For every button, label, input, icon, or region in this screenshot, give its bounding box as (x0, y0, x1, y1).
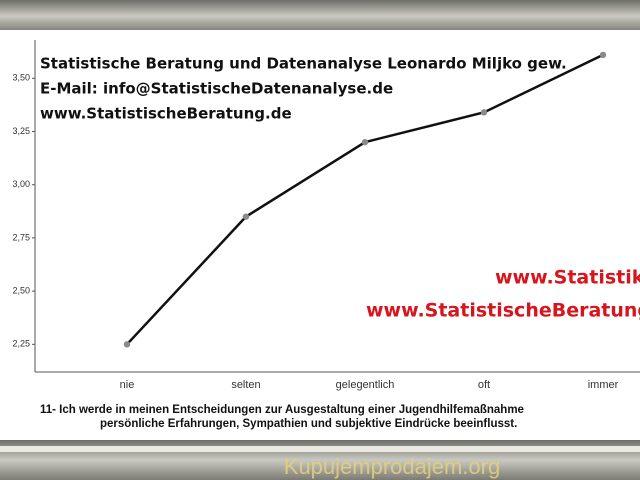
point (123, 341, 131, 348)
x-tick-label: immer (588, 379, 619, 391)
point (599, 51, 607, 59)
caption: 11- Ich werde in meinen Entscheidungen z… (40, 404, 524, 416)
y-tick-label: 2,50 (12, 286, 30, 296)
x-tick-label: gelegentlich (336, 379, 395, 391)
point (480, 109, 488, 116)
y-tick-label: 2,25 (12, 339, 30, 349)
watermark: E-Mail: info@StatistischeDatenanalyse.de (40, 80, 393, 98)
frame-top (0, 0, 640, 32)
red-watermark: www.Statistik (495, 267, 640, 289)
point (361, 138, 369, 146)
x-tick-label: nie (120, 379, 135, 391)
y-tick-label: 3,50 (12, 73, 30, 83)
watermark: Statistische Beratung und Datenanalyse L… (40, 55, 567, 73)
y-tick-label: 3,25 (12, 126, 30, 136)
x-tick-label: selten (231, 379, 260, 391)
y-tick-label: 3,00 (12, 179, 30, 189)
site-watermark: Kupujemprodajem.org (284, 454, 500, 479)
watermark: www.StatistischeBeratung.de (40, 105, 292, 123)
y-tick-label: 2,75 (12, 232, 30, 242)
x-tick-label: oft (478, 379, 490, 391)
frame-band (0, 446, 640, 452)
red-watermark: www.StatistischeBeratung (366, 300, 640, 322)
point (242, 213, 250, 220)
caption: persönliche Erfahrungen, Sympathien und … (100, 418, 517, 430)
